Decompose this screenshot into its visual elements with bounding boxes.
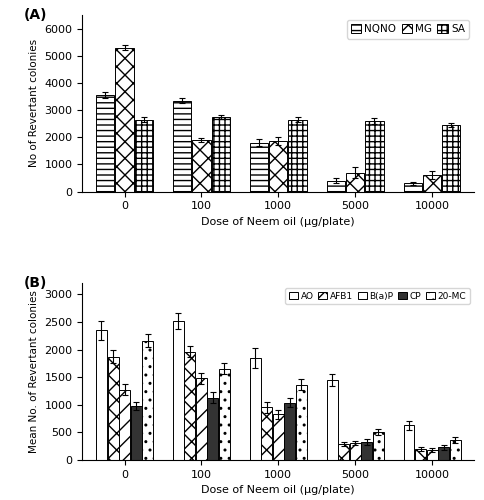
Bar xyxy=(142,341,153,460)
Bar xyxy=(173,321,184,460)
Bar xyxy=(404,425,414,460)
Bar xyxy=(131,406,141,460)
Legend: AO, AFB1, B(a)P, CP, 20-MC: AO, AFB1, B(a)P, CP, 20-MC xyxy=(286,288,470,304)
Bar xyxy=(135,120,153,192)
Bar xyxy=(250,142,268,192)
Bar xyxy=(327,180,345,192)
Legend: NQNO, MG, SA: NQNO, MG, SA xyxy=(347,20,469,38)
Bar xyxy=(346,172,364,192)
Bar xyxy=(96,330,107,460)
Bar xyxy=(261,407,272,460)
Bar xyxy=(423,176,441,192)
Bar xyxy=(184,352,196,460)
Bar xyxy=(442,125,460,192)
Bar xyxy=(361,442,372,460)
Bar xyxy=(119,390,130,460)
Bar xyxy=(450,440,461,460)
Bar xyxy=(338,444,349,460)
Text: (B): (B) xyxy=(24,276,47,290)
Bar xyxy=(269,142,287,192)
X-axis label: Dose of Neem oil (μg/plate): Dose of Neem oil (μg/plate) xyxy=(201,217,355,227)
Bar xyxy=(288,120,307,192)
Bar xyxy=(208,398,218,460)
Y-axis label: Mean No. of Revertant colonies: Mean No. of Revertant colonies xyxy=(29,290,39,453)
Text: (A): (A) xyxy=(24,8,47,22)
Bar xyxy=(273,414,284,460)
Bar xyxy=(250,358,261,460)
Bar xyxy=(107,357,119,460)
Bar xyxy=(173,100,191,192)
X-axis label: Dose of Neem oil (μg/plate): Dose of Neem oil (μg/plate) xyxy=(201,486,355,496)
Bar xyxy=(285,402,295,460)
Bar xyxy=(212,117,230,192)
Bar xyxy=(296,385,307,460)
Bar xyxy=(373,432,384,460)
Bar xyxy=(192,140,211,192)
Bar xyxy=(415,449,426,460)
Bar xyxy=(426,450,438,460)
Bar xyxy=(404,184,422,192)
Bar xyxy=(438,448,449,460)
Y-axis label: No of Revertant colonies: No of Revertant colonies xyxy=(29,39,39,168)
Bar xyxy=(115,48,134,192)
Bar xyxy=(365,121,383,192)
Bar xyxy=(96,95,115,192)
Bar xyxy=(327,380,337,460)
Bar xyxy=(219,369,230,460)
Bar xyxy=(196,378,207,460)
Bar xyxy=(350,443,361,460)
